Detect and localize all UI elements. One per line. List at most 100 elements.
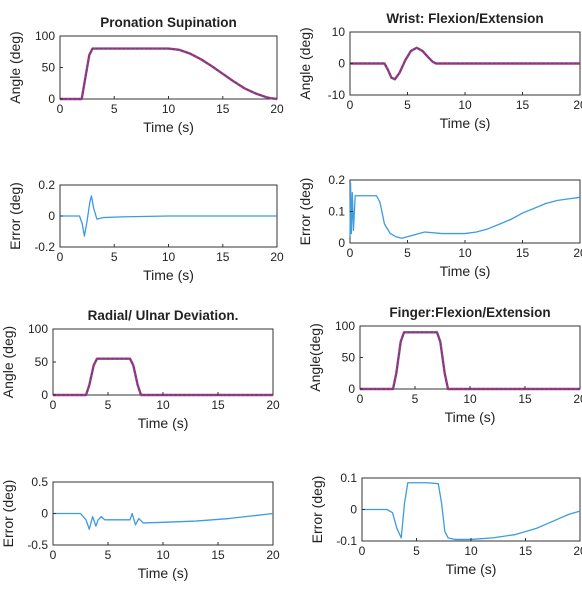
x-tick-label: 5 — [413, 544, 420, 558]
y-tick-label: 0 — [41, 388, 48, 402]
x-tick-label: 15 — [519, 544, 533, 558]
x-tick-label: 0 — [57, 102, 64, 116]
chart-title: Wrist: Flexion/Extension — [386, 11, 543, 26]
series-line-actual — [53, 357, 273, 396]
x-tick-label: 10 — [458, 98, 472, 112]
x-tick-label: 5 — [412, 392, 419, 406]
y-tick-label: -0.1 — [336, 534, 357, 548]
y-tick-label: 0 — [41, 507, 48, 521]
y-tick-label: 50 — [342, 351, 356, 365]
x-tick-label: 15 — [216, 250, 230, 264]
plot-area — [361, 477, 581, 542]
x-tick-label: 5 — [111, 102, 118, 116]
x-tick-label: 0 — [57, 250, 64, 264]
y-axis-label: Angle (deg) — [0, 326, 16, 398]
x-tick-label: 15 — [518, 392, 532, 406]
y-axis-label: Angle (deg) — [297, 27, 313, 99]
y-tick-label: 0 — [350, 503, 357, 517]
x-tick-label: 5 — [105, 548, 112, 562]
y-tick-label: 0.5 — [31, 475, 48, 489]
y-axis-label: Angle (deg) — [7, 31, 23, 103]
x-tick-label: 20 — [266, 548, 280, 562]
x-tick-label: 0 — [359, 544, 366, 558]
y-axis-label: Error (deg) — [0, 480, 16, 548]
series-line-error — [60, 195, 277, 237]
x-axis-label: Time (s) — [445, 409, 496, 425]
x-axis-label: Time (s) — [440, 263, 491, 279]
x-tick-label: 15 — [211, 548, 225, 562]
x-tick-label: 0 — [50, 548, 57, 562]
x-axis-label: Time (s) — [440, 115, 491, 131]
y-tick-label: -0.5 — [27, 538, 48, 552]
x-tick-label: 20 — [270, 250, 284, 264]
x-tick-label: 5 — [404, 98, 411, 112]
y-tick-label: 0 — [338, 236, 345, 250]
chart-panel-wrist-error: 0 5 10 15 20 0 0.1 0.2 Time (s) Error (deg) — [297, 173, 582, 279]
x-tick-label: 10 — [156, 548, 170, 562]
chart-title: Finger:Flexion/Extension — [389, 305, 550, 320]
plot-area — [52, 481, 274, 546]
x-tick-label: 20 — [573, 544, 582, 558]
x-tick-label: 10 — [463, 392, 477, 406]
y-tick-label: 0 — [338, 57, 345, 71]
plot-area — [52, 328, 274, 396]
y-tick-label: 100 — [335, 319, 355, 333]
x-tick-label: 10 — [458, 246, 472, 260]
series-line-error — [349, 182, 581, 239]
x-tick-label: 15 — [211, 398, 225, 412]
chart-panel-finger-angle: 0 5 10 15 20 0 50 100 Finger:Flexion/Extension Ti… — [307, 305, 582, 425]
x-tick-label: 0 — [347, 98, 354, 112]
plot-area — [359, 325, 581, 390]
x-axis-label: Time (s) — [143, 119, 194, 135]
x-tick-label: 10 — [162, 102, 176, 116]
x-tick-label: 20 — [270, 102, 284, 116]
chart-panel-radial-angle: 0 5 10 15 20 0 50 100 Radial/ Ulnar Deviation. Ti… — [0, 308, 280, 431]
x-tick-label: 5 — [111, 250, 118, 264]
plot-area — [349, 179, 581, 244]
x-tick-label: 10 — [162, 250, 176, 264]
x-axis-label: Time (s) — [138, 415, 189, 431]
x-tick-label: 0 — [50, 398, 57, 412]
y-tick-label: 0.2 — [38, 178, 55, 192]
chart-title: Radial/ Ulnar Deviation. — [88, 308, 239, 323]
y-tick-label: 0 — [48, 209, 55, 223]
y-tick-label: 0.1 — [340, 471, 357, 485]
x-tick-label: 0 — [347, 246, 354, 260]
x-tick-label: 15 — [516, 98, 530, 112]
series-line-error — [362, 482, 581, 541]
y-axis-label: Error (deg) — [297, 178, 313, 246]
series-line-error — [53, 512, 274, 530]
x-axis-label: Time (s) — [143, 267, 194, 283]
x-tick-label: 20 — [573, 246, 582, 260]
y-tick-label: -10 — [328, 88, 346, 102]
x-axis-label: Time (s) — [138, 565, 189, 581]
x-tick-label: 20 — [266, 398, 280, 412]
y-tick-label: 50 — [35, 355, 49, 369]
x-tick-label: 20 — [573, 98, 582, 112]
y-axis-label: Error (deg) — [309, 476, 325, 544]
x-tick-label: 20 — [573, 392, 582, 406]
x-axis-label: Time (s) — [446, 561, 497, 577]
plot-area — [59, 35, 278, 100]
y-tick-label: 0 — [48, 92, 55, 106]
y-axis-label: Error (deg) — [7, 182, 23, 250]
y-tick-label: 50 — [42, 61, 56, 75]
chart-title: Pronation Supination — [100, 15, 237, 30]
x-tick-label: 5 — [404, 246, 411, 260]
x-tick-label: 5 — [105, 398, 112, 412]
series-line-actual — [350, 46, 580, 81]
y-tick-label: 0.1 — [328, 205, 345, 219]
y-tick-label: 100 — [28, 322, 48, 336]
y-tick-label: 10 — [332, 25, 346, 39]
x-tick-label: 10 — [464, 544, 478, 558]
y-tick-label: 100 — [35, 29, 55, 43]
series-line-actual — [60, 47, 278, 100]
x-tick-label: 0 — [357, 392, 364, 406]
y-tick-label: -0.2 — [34, 240, 55, 254]
x-tick-label: 10 — [156, 398, 170, 412]
x-tick-label: 15 — [516, 246, 530, 260]
